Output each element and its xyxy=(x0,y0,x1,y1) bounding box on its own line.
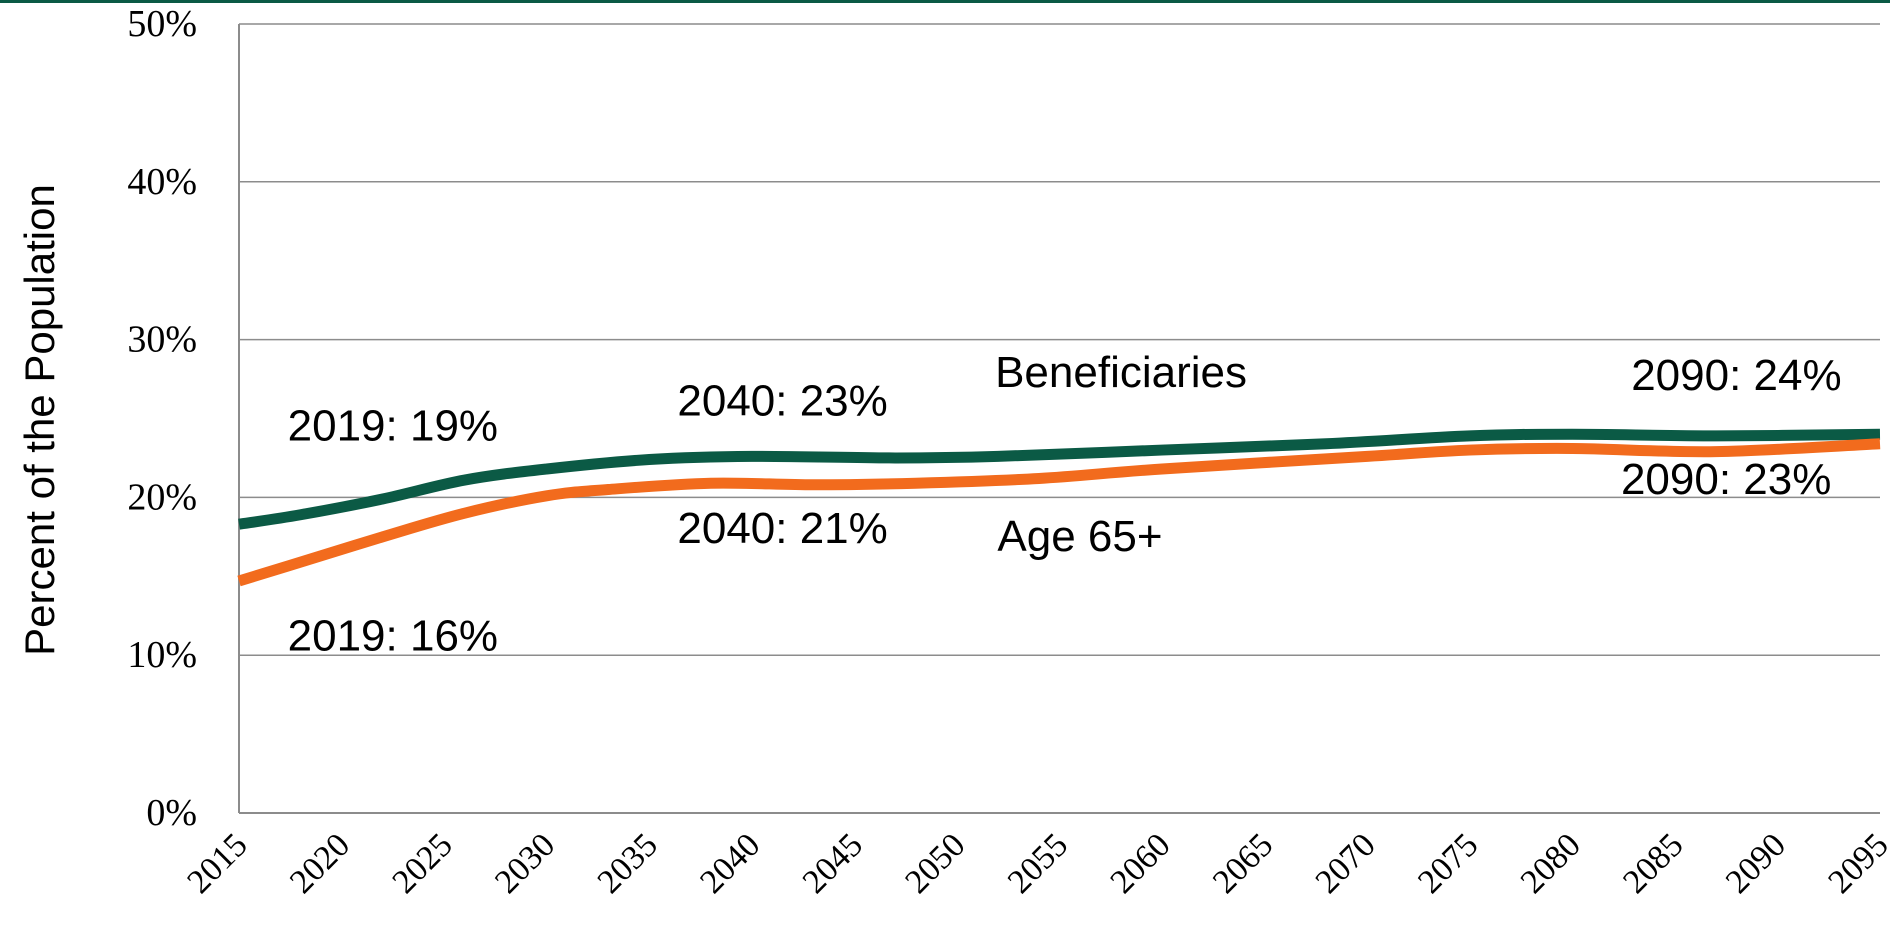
x-tick-label: 2025 xyxy=(386,826,460,900)
x-tick-label: 2085 xyxy=(1616,826,1690,900)
y-tick-label: 40% xyxy=(127,161,197,203)
annotation-label: 2040: 21% xyxy=(677,504,887,553)
x-tick-label: 2090 xyxy=(1719,826,1793,900)
series-line-age-65-plus xyxy=(237,438,1881,587)
series-line-beneficiaries xyxy=(238,428,1881,530)
y-tick-labels: 0% 10% 20% 30% 40% 50% xyxy=(127,3,197,834)
y-tick-label: 10% xyxy=(127,634,197,676)
annotation-label: 2019: 19% xyxy=(288,402,498,451)
annotation-label: Age 65+ xyxy=(997,512,1162,561)
y-tick-label: 50% xyxy=(127,3,197,45)
x-tick-label: 2055 xyxy=(1001,826,1075,900)
top-rule xyxy=(0,0,1890,3)
y-tick-label: 20% xyxy=(127,476,197,518)
x-tick-label: 2095 xyxy=(1821,826,1890,900)
annotation-label: 2040: 23% xyxy=(677,376,887,425)
annotation-label: Beneficiaries xyxy=(995,348,1247,397)
annotation-label: 2090: 24% xyxy=(1631,351,1841,400)
x-tick-label: 2065 xyxy=(1206,826,1280,900)
x-tick-label: 2035 xyxy=(591,826,665,900)
x-tick-label: 2080 xyxy=(1514,826,1588,900)
x-tick-label: 2050 xyxy=(898,826,972,900)
annotation-label: 2090: 23% xyxy=(1621,455,1831,504)
axes xyxy=(238,24,1880,814)
x-tick-label: 2045 xyxy=(796,826,870,900)
annotation-label: 2019: 16% xyxy=(288,611,498,660)
x-tick-label: 2060 xyxy=(1103,826,1177,900)
annotations: Beneficiaries Age 65+ 2019: 19% 2019: 16% 20… xyxy=(288,348,1842,661)
y-axis-label: Percent of the Population xyxy=(16,184,63,656)
y-tick-label: 30% xyxy=(127,319,197,361)
x-tick-label: 2040 xyxy=(693,826,767,900)
gridlines xyxy=(239,23,1880,656)
x-tick-labels: 2015 2020 2025 2030 2035 2040 2045 2050 2055 2060… xyxy=(180,826,1890,900)
x-tick-label: 2015 xyxy=(180,826,254,900)
series-lines xyxy=(237,428,1881,587)
x-tick-label: 2030 xyxy=(488,826,562,900)
x-tick-label: 2075 xyxy=(1411,826,1485,900)
x-tick-label: 2020 xyxy=(283,826,357,900)
y-tick-label: 0% xyxy=(146,792,197,834)
x-tick-label: 2070 xyxy=(1309,826,1383,900)
